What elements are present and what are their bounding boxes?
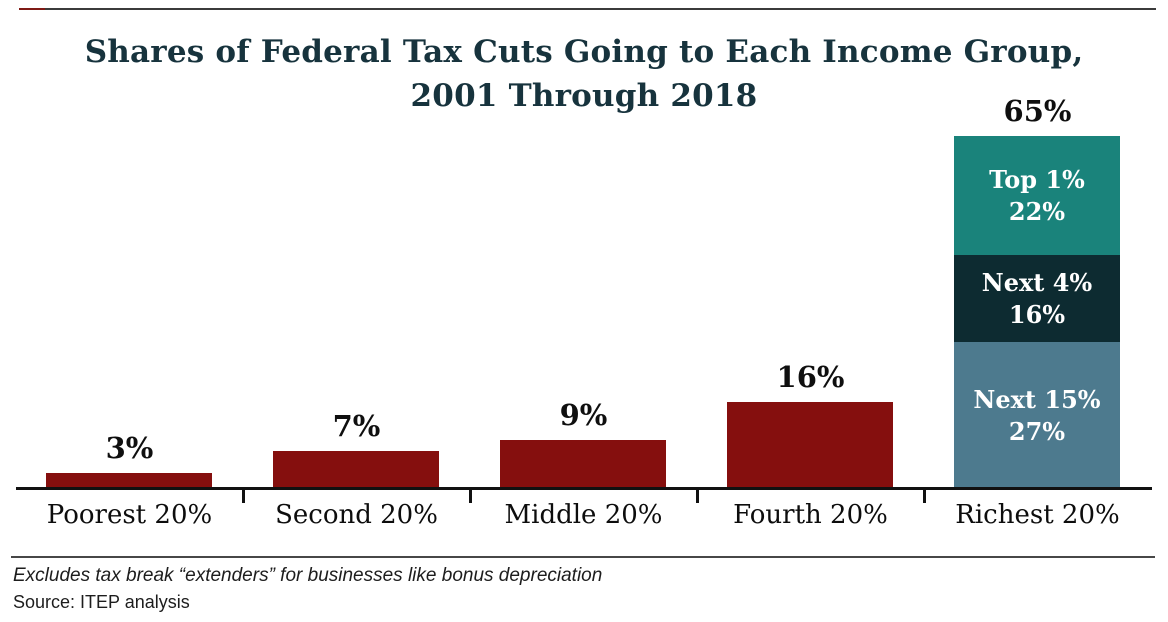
segment-label: Top 1% bbox=[989, 164, 1085, 194]
chart-title-line2: 2001 Through 2018 bbox=[410, 78, 758, 115]
source-note: Source: ITEP analysis bbox=[13, 592, 190, 612]
axis-tick bbox=[241, 490, 245, 503]
bar-slot-fourth-20: 16% bbox=[697, 0, 924, 489]
bar-fourth-20 bbox=[727, 402, 893, 489]
segment-value-label: 22% bbox=[1008, 196, 1066, 226]
plot-area: 3% 7% 9% 16% Top 1% 22% Next 4% 16% Next 15% 27% 6… bbox=[16, 0, 1151, 489]
category-label-richest-20: Richest 20% bbox=[955, 500, 1120, 530]
segment-next-4: Next 4% 16% bbox=[954, 255, 1120, 342]
axis-tick bbox=[468, 490, 472, 503]
x-axis-line bbox=[16, 487, 1152, 490]
axis-tick bbox=[695, 490, 699, 503]
bar-slot-poorest-20: 3% bbox=[16, 0, 243, 489]
axis-tick bbox=[922, 490, 926, 503]
bar-middle-20 bbox=[500, 440, 666, 489]
value-label-fourth-20: 16% bbox=[776, 360, 845, 394]
chart-title: Shares of Federal Tax Cuts Going to Each… bbox=[9, 30, 1159, 118]
value-label-poorest-20: 3% bbox=[105, 431, 154, 465]
segment-value-label: 16% bbox=[1008, 299, 1066, 329]
top-rule-red-accent bbox=[19, 8, 45, 10]
bar-slot-richest-20: Top 1% 22% Next 4% 16% Next 15% 27% 65% bbox=[924, 0, 1151, 489]
value-label-middle-20: 9% bbox=[559, 398, 608, 432]
top-rule bbox=[19, 8, 1156, 10]
segment-next-15: Next 15% 27% bbox=[954, 342, 1120, 489]
bar-poorest-20 bbox=[46, 473, 212, 489]
chart-title-line1: Shares of Federal Tax Cuts Going to Each… bbox=[84, 34, 1084, 70]
category-label-middle-20: Middle 20% bbox=[504, 500, 663, 530]
segment-value-label: 27% bbox=[1008, 416, 1066, 446]
bar-slot-middle-20: 9% bbox=[470, 0, 697, 489]
top-rule-line bbox=[45, 8, 1156, 10]
segment-top-1: Top 1% 22% bbox=[954, 136, 1120, 255]
category-label-second-20: Second 20% bbox=[275, 500, 438, 530]
footer-rule bbox=[11, 556, 1155, 558]
category-label-poorest-20: Poorest 20% bbox=[46, 500, 213, 530]
segment-label: Next 4% bbox=[981, 267, 1093, 297]
bar-slot-second-20: 7% bbox=[243, 0, 470, 489]
bar-second-20 bbox=[273, 451, 439, 489]
footnote: Excludes tax break “extenders” for busin… bbox=[13, 565, 603, 586]
bar-richest-20: Top 1% 22% Next 4% 16% Next 15% 27% bbox=[954, 136, 1120, 489]
segment-label: Next 15% bbox=[973, 384, 1101, 414]
category-label-fourth-20: Fourth 20% bbox=[733, 500, 888, 530]
value-label-richest-20: 65% bbox=[1003, 94, 1072, 128]
value-label-second-20: 7% bbox=[332, 409, 381, 443]
